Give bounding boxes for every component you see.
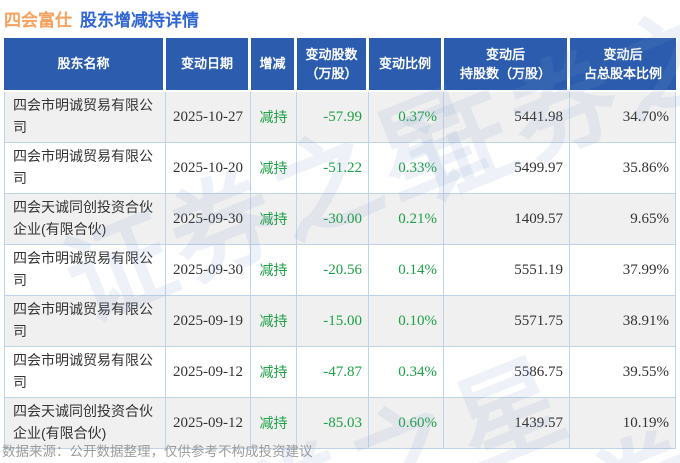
cell-action: 减持 [251, 245, 297, 296]
cell-change-shares: -30.00 [297, 194, 369, 245]
cell-after-shares: 5571.75 [444, 296, 570, 347]
cell-after-ratio: 38.91% [570, 296, 676, 347]
cell-change-shares: -51.22 [297, 143, 369, 194]
cell-action: 减持 [251, 398, 297, 449]
header-change-ratio: 变动比例 [369, 38, 444, 92]
shareholder-changes-table: 股东名称 变动日期 增减 变动股数 （万股） 变动比例 变动后 持股数（万股） … [4, 38, 676, 449]
cell-shareholder-name: 四会市明诚贸易有限公司 [4, 245, 166, 296]
cell-change-date: 2025-10-27 [166, 92, 251, 143]
cell-after-ratio: 9.65% [570, 194, 676, 245]
cell-change-ratio: 0.37% [369, 92, 444, 143]
cell-after-ratio: 37.99% [570, 245, 676, 296]
cell-shareholder-name: 四会天诚同创投资合伙企业(有限合伙) [4, 194, 166, 245]
header-change-date: 变动日期 [166, 38, 251, 92]
cell-action: 减持 [251, 296, 297, 347]
page-title: 四会富仕 股东增减持详情 [4, 6, 199, 31]
page-title-text: 股东增减持详情 [80, 11, 199, 30]
table-row: 四会市明诚贸易有限公司 2025-09-30 减持 -20.56 0.14% 5… [4, 245, 676, 296]
table-header: 股东名称 变动日期 增减 变动股数 （万股） 变动比例 变动后 持股数（万股） … [4, 38, 676, 92]
cell-after-shares: 5586.75 [444, 347, 570, 398]
cell-action: 减持 [251, 347, 297, 398]
cell-after-shares: 1409.57 [444, 194, 570, 245]
cell-change-ratio: 0.10% [369, 296, 444, 347]
header-after-ratio: 变动后 占总股本比例 [570, 38, 676, 92]
cell-after-ratio: 39.55% [570, 347, 676, 398]
table-row: 四会天诚同创投资合伙企业(有限合伙) 2025-09-30 减持 -30.00 … [4, 194, 676, 245]
cell-change-date: 2025-09-30 [166, 245, 251, 296]
cell-shareholder-name: 四会市明诚贸易有限公司 [4, 347, 166, 398]
cell-change-date: 2025-09-12 [166, 347, 251, 398]
cell-change-date: 2025-10-20 [166, 143, 251, 194]
cell-change-ratio: 0.21% [369, 194, 444, 245]
cell-change-ratio: 0.33% [369, 143, 444, 194]
stock-name: 四会富仕 [4, 11, 72, 30]
cell-after-ratio: 10.19% [570, 398, 676, 449]
header-row: 股东名称 变动日期 增减 变动股数 （万股） 变动比例 变动后 持股数（万股） … [4, 38, 676, 92]
cell-change-date: 2025-09-30 [166, 194, 251, 245]
table-row: 四会市明诚贸易有限公司 2025-09-12 减持 -47.87 0.34% 5… [4, 347, 676, 398]
cell-after-ratio: 35.86% [570, 143, 676, 194]
cell-change-ratio: 0.60% [369, 398, 444, 449]
cell-action: 减持 [251, 194, 297, 245]
cell-shareholder-name: 四会市明诚贸易有限公司 [4, 296, 166, 347]
table-row: 四会市明诚贸易有限公司 2025-10-20 减持 -51.22 0.33% 5… [4, 143, 676, 194]
cell-shareholder-name: 四会天诚同创投资合伙企业(有限合伙) [4, 398, 166, 449]
cell-change-shares: -47.87 [297, 347, 369, 398]
cell-after-shares: 5551.19 [444, 245, 570, 296]
cell-action: 减持 [251, 92, 297, 143]
cell-after-shares: 5499.97 [444, 143, 570, 194]
cell-change-ratio: 0.14% [369, 245, 444, 296]
cell-change-shares: -85.03 [297, 398, 369, 449]
header-shareholder-name: 股东名称 [4, 38, 166, 92]
cell-change-shares: -20.56 [297, 245, 369, 296]
table-row: 四会天诚同创投资合伙企业(有限合伙) 2025-09-12 减持 -85.03 … [4, 398, 676, 449]
cell-after-ratio: 34.70% [570, 92, 676, 143]
cell-shareholder-name: 四会市明诚贸易有限公司 [4, 143, 166, 194]
table-row: 四会市明诚贸易有限公司 2025-09-19 减持 -15.00 0.10% 5… [4, 296, 676, 347]
cell-after-shares: 1439.57 [444, 398, 570, 449]
cell-change-shares: -15.00 [297, 296, 369, 347]
cell-change-shares: -57.99 [297, 92, 369, 143]
header-after-shares: 变动后 持股数（万股） [444, 38, 570, 92]
cell-action: 减持 [251, 143, 297, 194]
cell-change-ratio: 0.34% [369, 347, 444, 398]
header-action: 增减 [251, 38, 297, 92]
cell-shareholder-name: 四会市明诚贸易有限公司 [4, 92, 166, 143]
cell-change-date: 2025-09-19 [166, 296, 251, 347]
cell-change-date: 2025-09-12 [166, 398, 251, 449]
table-body: 四会市明诚贸易有限公司 2025-10-27 减持 -57.99 0.37% 5… [4, 92, 676, 449]
cell-after-shares: 5441.98 [444, 92, 570, 143]
table-row: 四会市明诚贸易有限公司 2025-10-27 减持 -57.99 0.37% 5… [4, 92, 676, 143]
data-source-note: 数据来源：公开数据整理，仅供参考不构成投资建议 [2, 444, 313, 459]
header-change-shares: 变动股数 （万股） [297, 38, 369, 92]
